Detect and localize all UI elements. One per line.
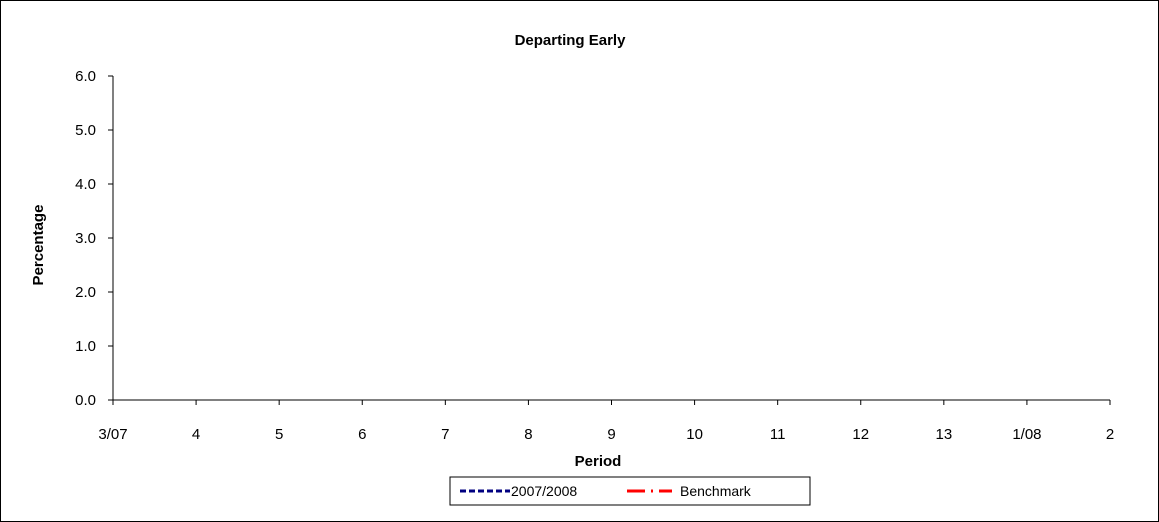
y-tick-label: 3.0 (75, 230, 96, 247)
x-tick-label: 3/07 (98, 426, 127, 443)
x-tick-label: 2 (1106, 426, 1114, 443)
x-tick-label: 10 (686, 426, 703, 443)
x-tick-label: 8 (524, 426, 532, 443)
y-tick-label: 1.0 (75, 338, 96, 355)
legend: 2007/2008 Benchmark (449, 476, 811, 506)
x-tick-label: 12 (852, 426, 869, 443)
y-tick-label: 5.0 (75, 122, 96, 139)
x-tick-label: 4 (192, 426, 200, 443)
y-axis-label: Percentage (30, 205, 47, 286)
x-tick-label: 13 (935, 426, 952, 443)
x-tick-label: 1/08 (1012, 426, 1041, 443)
x-tick-label: 7 (441, 426, 449, 443)
chart-title: Departing Early (515, 32, 627, 49)
x-axis-label: Period (575, 453, 622, 470)
x-tick-label: 9 (607, 426, 615, 443)
legend-label-series-2: Benchmark (680, 483, 752, 499)
x-axis-ticks: 3/07 4 5 6 7 8 9 10 11 12 13 1/08 2 (98, 400, 1114, 443)
y-tick-label: 6.0 (75, 68, 96, 85)
y-axis-ticks: 0.0 1.0 2.0 3.0 4.0 5.0 6.0 (75, 68, 113, 409)
y-tick-label: 0.0 (75, 392, 96, 409)
x-tick-label: 6 (358, 426, 366, 443)
x-tick-label: 5 (275, 426, 283, 443)
y-tick-label: 4.0 (75, 176, 96, 193)
x-tick-label: 11 (770, 426, 786, 443)
legend-label-series-1: 2007/2008 (511, 483, 577, 499)
y-tick-label: 2.0 (75, 284, 96, 301)
